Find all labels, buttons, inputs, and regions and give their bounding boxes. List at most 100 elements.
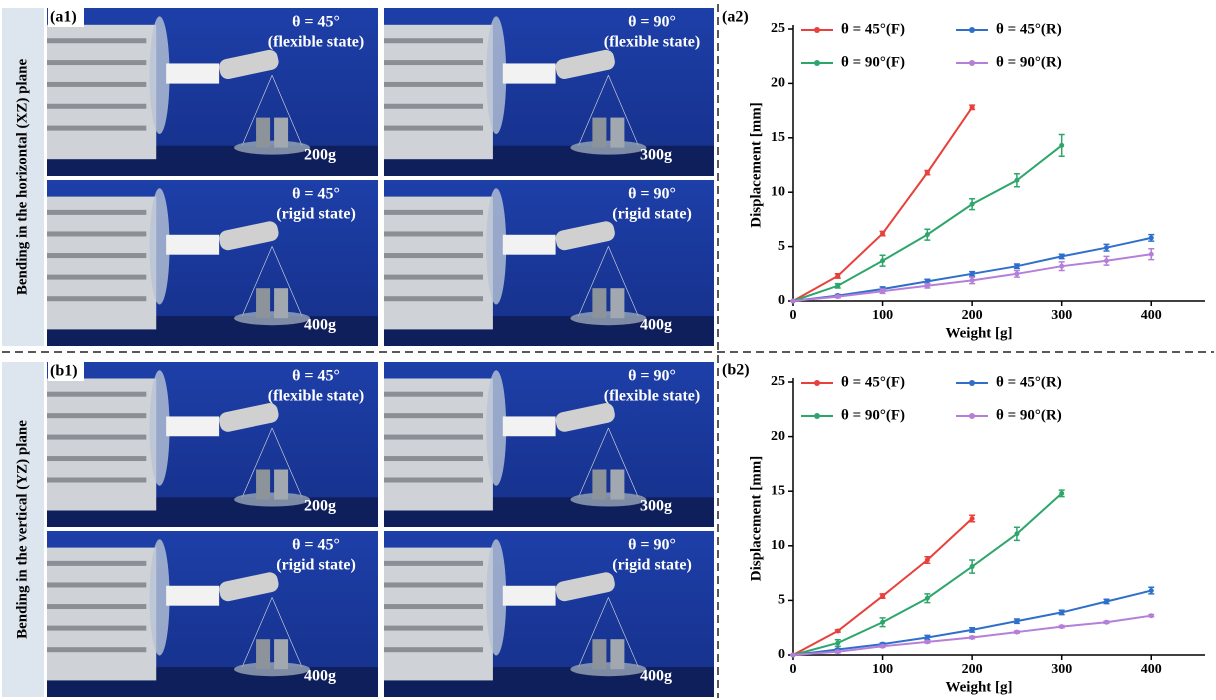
arm (503, 586, 556, 606)
panel-label: (a2) (722, 9, 749, 26)
tray (570, 662, 646, 676)
arm (503, 235, 556, 255)
point (970, 627, 975, 632)
point (925, 639, 930, 644)
rod (47, 561, 146, 566)
series-line (793, 107, 972, 301)
x-tick-label: 100 (872, 662, 893, 677)
x-tick-label: 0 (790, 662, 797, 677)
panel-label: (b2) (722, 362, 750, 379)
tray (234, 662, 310, 676)
point (970, 202, 975, 207)
legend-label: θ = 45°(F) (841, 21, 905, 37)
point (925, 170, 930, 175)
rod (384, 626, 483, 631)
rod (384, 275, 483, 280)
y-tick-label: 10 (771, 184, 785, 199)
panel-label: (a1) (50, 9, 77, 26)
point (970, 516, 975, 521)
weight (610, 470, 624, 500)
rod (47, 604, 146, 609)
machine (384, 379, 493, 511)
point (835, 294, 840, 299)
angle-label: θ = 90° (628, 537, 676, 554)
x-tick-label: 300 (1051, 662, 1072, 677)
machine (384, 25, 493, 159)
rod (47, 435, 146, 440)
weight-label: 200g (304, 147, 336, 164)
rod (384, 82, 483, 87)
point (835, 640, 840, 645)
point (880, 644, 885, 649)
angle-label: θ = 45° (292, 368, 340, 385)
point (880, 231, 885, 236)
tray (570, 311, 646, 325)
series-line (793, 238, 1151, 301)
point (1059, 610, 1064, 615)
rod (384, 253, 483, 258)
point (970, 278, 975, 283)
rod (47, 38, 146, 43)
weight (592, 470, 606, 500)
state-label: (rigid state) (276, 557, 356, 574)
point (1014, 264, 1019, 269)
weight-label: 300g (640, 498, 672, 515)
weight (592, 118, 606, 148)
point (835, 283, 840, 288)
rod (384, 435, 483, 440)
legend-marker (814, 27, 820, 33)
weight (256, 288, 270, 318)
x-tick-label: 200 (962, 308, 983, 323)
legend-marker (969, 27, 975, 33)
point (925, 596, 930, 601)
y-axis-label: Displacement [mm] (748, 102, 764, 227)
y-tick-label: 0 (778, 647, 785, 662)
rod (47, 275, 146, 280)
arm (166, 416, 219, 436)
weight-label: 400g (304, 317, 336, 334)
angle-label: θ = 45° (292, 537, 340, 554)
x-tick-label: 400 (1141, 308, 1162, 323)
rod (384, 604, 483, 609)
weight (274, 639, 288, 669)
rod (47, 60, 146, 65)
rod (47, 210, 146, 215)
state-label: (flexible state) (604, 34, 700, 51)
machine (47, 548, 156, 681)
point (791, 653, 796, 658)
weight (256, 470, 270, 500)
point (1059, 491, 1064, 496)
y-tick-label: 20 (771, 76, 785, 91)
rod (47, 82, 146, 87)
y-tick-label: 20 (771, 429, 785, 444)
point (835, 628, 840, 633)
rod (47, 478, 146, 483)
rod (384, 392, 483, 397)
y-tick-label: 10 (771, 538, 785, 553)
page: Bending in the horizontal (XZ) plane θ = … (0, 0, 1216, 700)
point (835, 649, 840, 654)
point (880, 289, 885, 294)
rod (47, 626, 146, 631)
point (1014, 271, 1019, 276)
legend-marker (814, 380, 820, 386)
point (925, 557, 930, 562)
rod (47, 126, 146, 131)
point (880, 620, 885, 625)
point (880, 258, 885, 263)
legend-label: θ = 90°(F) (841, 54, 905, 70)
point (1014, 630, 1019, 635)
weight-label: 400g (304, 668, 336, 685)
arm (166, 586, 219, 606)
point (835, 273, 840, 278)
weight (610, 639, 624, 669)
figure: Bending in the horizontal (XZ) plane θ = … (0, 0, 1216, 700)
angle-label: θ = 90° (628, 186, 676, 203)
weight (256, 118, 270, 148)
weight-label: 400g (640, 668, 672, 685)
legend-marker (969, 380, 975, 386)
rod (47, 647, 146, 652)
side-label: Bending in the horizontal (XZ) plane (14, 59, 30, 296)
rod (384, 582, 483, 587)
rod (384, 60, 483, 65)
